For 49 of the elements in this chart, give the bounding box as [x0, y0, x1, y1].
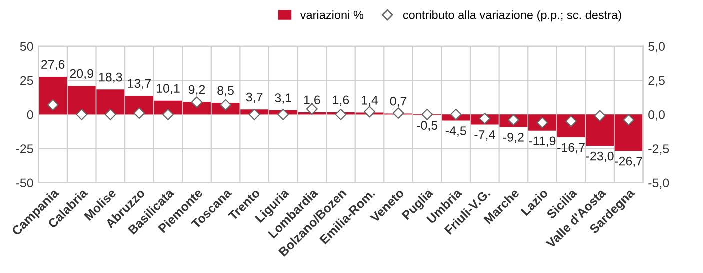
point: [594, 110, 606, 122]
data-label: 13,7: [128, 79, 151, 90]
y-tick-label: 25: [20, 76, 34, 86]
legend-label: contributo alla variazione (p.p.; sc. destra): [403, 10, 622, 22]
data-label: -7,4: [474, 130, 496, 141]
point: [220, 99, 232, 111]
y2-tick-label: -5,0: [648, 178, 670, 190]
point: [479, 113, 491, 125]
data-label: -4,5: [446, 126, 466, 137]
data-label: 18,3: [99, 72, 122, 84]
point: [623, 114, 635, 126]
y2-tick-label: -2,5: [648, 144, 670, 155]
data-label: -26,7: [615, 156, 642, 168]
data-label: 3,7: [246, 92, 263, 104]
point: [248, 108, 260, 120]
point: [335, 108, 347, 120]
y2-tick-label: 5,0: [648, 42, 665, 53]
data-label: -23,0: [586, 152, 614, 162]
point: [76, 108, 88, 120]
point: [278, 108, 290, 120]
data-label: 3,1: [275, 94, 292, 104]
data-label: 8,5: [218, 86, 234, 97]
y2-tick-label: 2,5: [648, 76, 665, 87]
point: [450, 108, 462, 120]
data-label: 1,6: [333, 96, 350, 106]
point: [47, 99, 59, 111]
y2-tick-label: 0,0: [648, 110, 665, 121]
data-label: -16,7: [558, 143, 585, 154]
point: [364, 106, 376, 118]
data-label: -9,2: [503, 133, 524, 144]
legend-label: variazioni %: [300, 10, 364, 20]
point: [162, 108, 174, 120]
data-label: -0,5: [417, 121, 438, 132]
y-tick-label: -50: [16, 178, 34, 188]
y-tick-label: 50: [20, 42, 34, 52]
y-tick-label: 0: [27, 110, 34, 120]
data-label: 0,7: [390, 96, 407, 108]
data-label: 1,6: [304, 96, 320, 106]
point: [392, 108, 404, 120]
point: [104, 108, 116, 120]
y-tick-label: -25: [16, 144, 34, 154]
data-label: -11,9: [529, 136, 556, 148]
data-label: 1,4: [362, 96, 378, 106]
data-label: 20,9: [70, 69, 94, 80]
point: [134, 108, 146, 120]
data-label: 9,2: [188, 85, 206, 96]
data-label: 10,1: [157, 84, 180, 94]
data-label: 27,6: [42, 60, 65, 71]
point: [422, 108, 434, 120]
